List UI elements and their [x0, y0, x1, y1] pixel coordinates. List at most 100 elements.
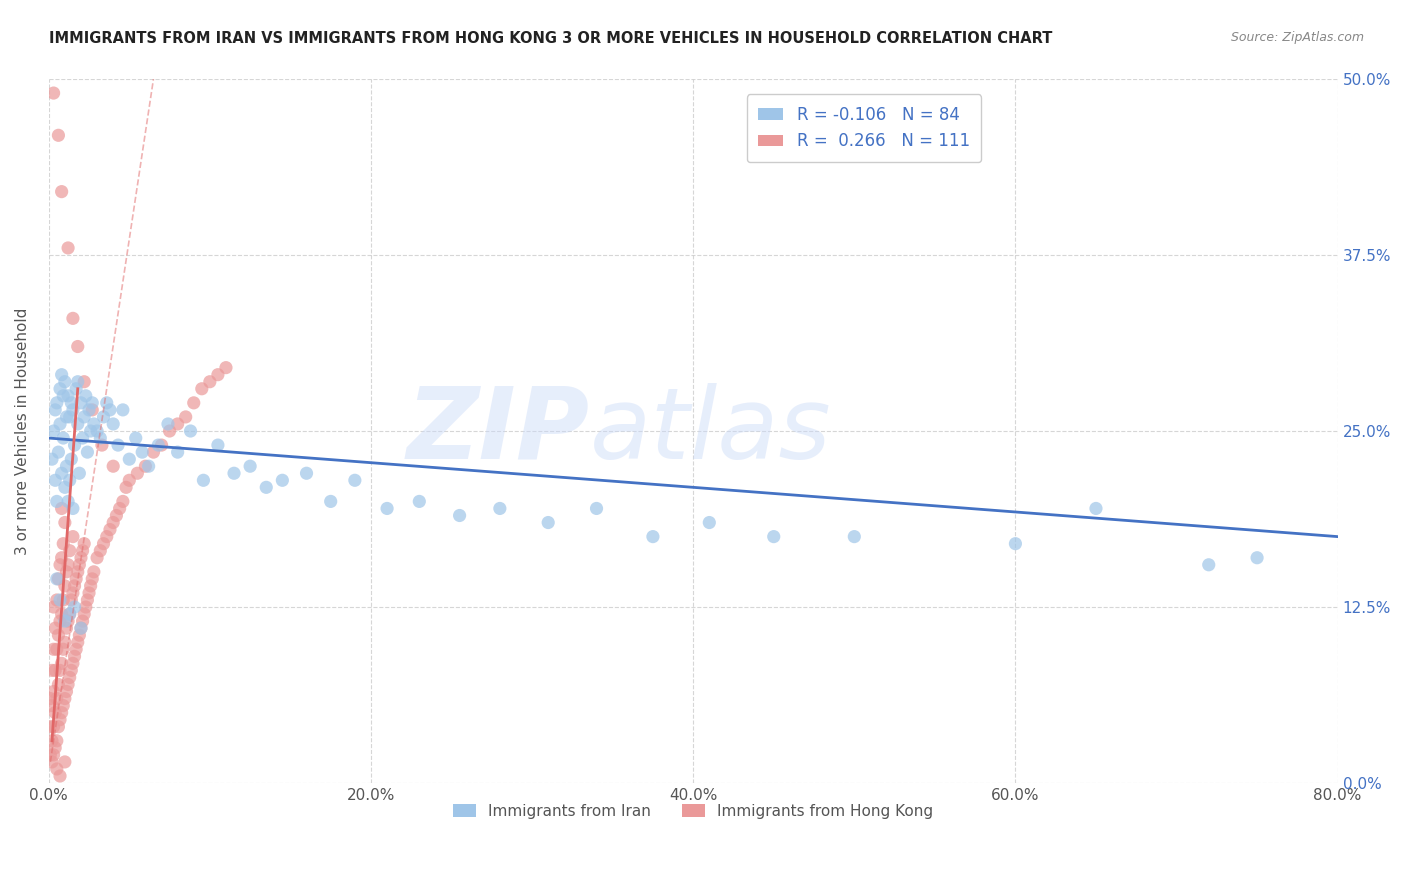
- Point: [107, 438, 129, 452]
- Point: [59, 409, 82, 424]
- Point: [489, 501, 512, 516]
- Point: [45, 396, 67, 410]
- Point: [96, 530, 118, 544]
- Point: [156, 417, 179, 431]
- Point: [49, 417, 72, 431]
- Point: [174, 409, 197, 424]
- Point: [44, 473, 66, 487]
- Point: [239, 459, 262, 474]
- Point: [193, 473, 215, 487]
- Point: [51, 368, 73, 382]
- Point: [45, 733, 67, 747]
- Point: [70, 550, 93, 565]
- Point: [48, 628, 70, 642]
- Point: [98, 403, 121, 417]
- Point: [41, 698, 63, 713]
- Point: [115, 480, 138, 494]
- Point: [166, 445, 188, 459]
- Point: [103, 459, 125, 474]
- Point: [52, 431, 75, 445]
- Point: [48, 677, 70, 691]
- Point: [79, 424, 101, 438]
- Text: ZIP: ZIP: [408, 383, 591, 480]
- Point: [103, 516, 125, 530]
- Point: [42, 424, 65, 438]
- Point: [67, 558, 90, 572]
- Point: [42, 86, 65, 100]
- Point: [93, 409, 115, 424]
- Point: [180, 424, 202, 438]
- Point: [52, 698, 75, 713]
- Point: [65, 382, 87, 396]
- Point: [44, 621, 66, 635]
- Point: [49, 769, 72, 783]
- Point: [42, 600, 65, 615]
- Point: [49, 713, 72, 727]
- Point: [93, 536, 115, 550]
- Point: [66, 339, 89, 353]
- Point: [41, 664, 63, 678]
- Point: [59, 670, 82, 684]
- Point: [67, 628, 90, 642]
- Point: [53, 614, 76, 628]
- Point: [45, 494, 67, 508]
- Point: [44, 706, 66, 720]
- Point: [56, 389, 79, 403]
- Point: [59, 607, 82, 621]
- Point: [59, 473, 82, 487]
- Point: [51, 706, 73, 720]
- Point: [52, 642, 75, 657]
- Point: [56, 677, 79, 691]
- Point: [53, 691, 76, 706]
- Point: [96, 396, 118, 410]
- Point: [53, 480, 76, 494]
- Point: [134, 459, 156, 474]
- Point: [73, 607, 96, 621]
- Point: [844, 530, 866, 544]
- Point: [62, 530, 84, 544]
- Point: [62, 311, 84, 326]
- Point: [77, 403, 100, 417]
- Point: [48, 445, 70, 459]
- Point: [159, 424, 181, 438]
- Point: [70, 396, 93, 410]
- Point: [1004, 536, 1026, 550]
- Point: [254, 480, 277, 494]
- Point: [39, 720, 62, 734]
- Point: [89, 431, 111, 445]
- Point: [51, 657, 73, 671]
- Point: [41, 755, 63, 769]
- Point: [86, 550, 108, 565]
- Point: [63, 438, 86, 452]
- Point: [49, 558, 72, 572]
- Point: [51, 501, 73, 516]
- Point: [66, 635, 89, 649]
- Point: [166, 417, 188, 431]
- Point: [56, 558, 79, 572]
- Point: [72, 431, 94, 445]
- Point: [138, 459, 160, 474]
- Point: [73, 536, 96, 550]
- Point: [585, 501, 607, 516]
- Point: [76, 593, 98, 607]
- Point: [65, 642, 87, 657]
- Text: atlas: atlas: [591, 383, 832, 480]
- Point: [48, 720, 70, 734]
- Point: [59, 607, 82, 621]
- Point: [42, 642, 65, 657]
- Point: [108, 501, 131, 516]
- Point: [105, 508, 128, 523]
- Point: [449, 508, 471, 523]
- Point: [60, 593, 83, 607]
- Point: [111, 494, 134, 508]
- Point: [49, 664, 72, 678]
- Point: [45, 691, 67, 706]
- Point: [63, 579, 86, 593]
- Point: [118, 473, 141, 487]
- Point: [125, 431, 148, 445]
- Point: [51, 185, 73, 199]
- Point: [39, 691, 62, 706]
- Point: [103, 417, 125, 431]
- Point: [56, 614, 79, 628]
- Point: [51, 550, 73, 565]
